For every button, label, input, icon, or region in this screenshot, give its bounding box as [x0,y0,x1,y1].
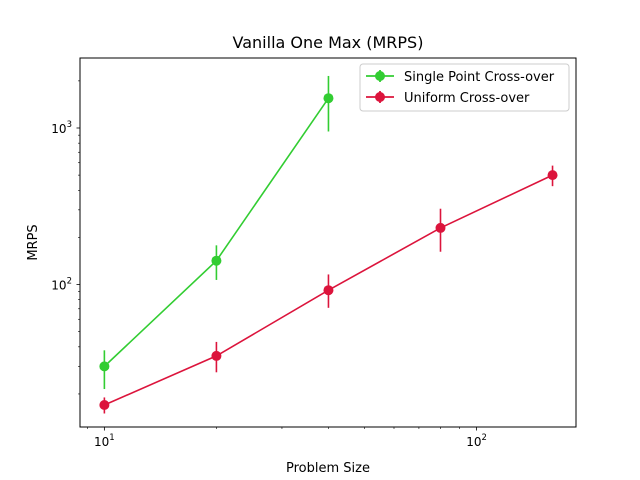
data-point [547,170,558,181]
plot-frame [79,57,577,428]
legend: Single Point Cross-over Uniform Cross-ov… [359,63,570,112]
data-point [323,93,334,104]
y-axis-label: MRPS [26,224,41,260]
y-tick-label: 102 [51,277,72,293]
x-axis-label: Problem Size [286,461,370,476]
legend-label-uniform: Uniform Cross-over [404,91,530,106]
data-point [211,255,222,266]
legend-label-single-point: Single Point Cross-over [404,70,555,85]
data-point [99,399,110,410]
y-tick-label: 103 [51,120,72,136]
legend-entry-uniform: Uniform Cross-over [366,91,530,106]
legend-marker-uniform [375,92,385,102]
data-point [323,285,334,296]
chart-title: Vanilla One Max (MRPS) [233,33,424,52]
series-0 [99,75,334,390]
series-layer [99,75,558,414]
x-tick-label: 101 [94,433,115,449]
data-point [435,222,446,233]
legend-box [359,63,570,112]
data-point [211,350,222,361]
series-1 [99,165,558,414]
data-point [99,361,110,372]
legend-entry-single-point: Single Point Cross-over [366,70,555,85]
major-ticks: 101 102 102 103 [51,120,487,449]
x-tick-label: 102 [466,433,487,449]
legend-marker-single-point [375,71,385,81]
